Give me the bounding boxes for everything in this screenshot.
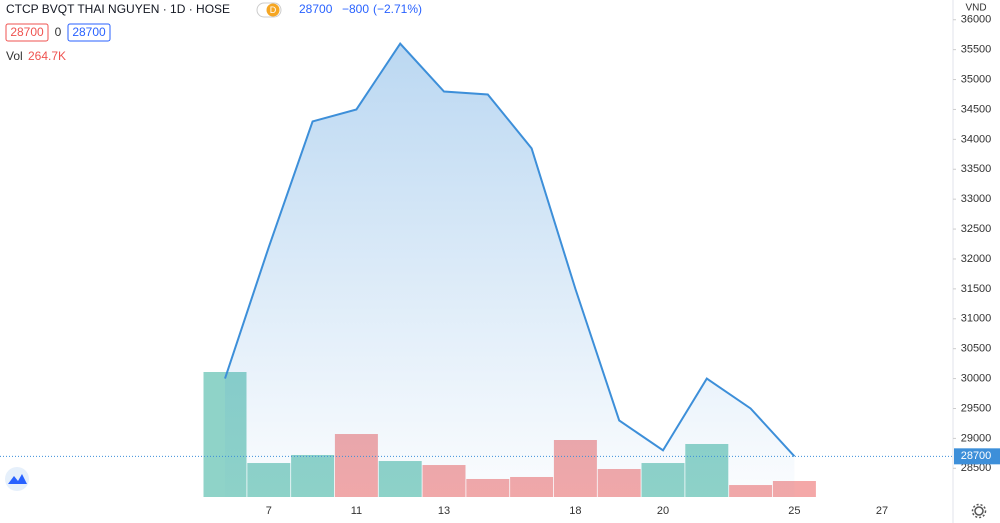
y-tick-label: 29500 [961,402,992,414]
y-tick-label: 33000 [961,193,992,205]
last-price: 28700 [299,2,333,16]
x-tick-label: 18 [569,505,581,517]
volume-legend-name: Vol [6,49,23,63]
y-tick-label: 29000 [961,432,992,444]
y-tick-label: 35500 [961,44,992,56]
logo[interactable] [5,467,29,491]
y-tick-label: 32500 [961,223,992,235]
y-tick-label: 36000 [961,14,992,26]
badge: D [270,5,277,15]
y-tick-label: 31000 [961,313,992,325]
last-price-tag: 28700 [961,450,992,462]
line [224,42,796,458]
badge-frame [256,2,282,18]
y-tick-label: 30000 [961,372,992,384]
settings-icon[interactable] [971,503,987,519]
y-tick-label: 30500 [961,343,992,355]
ask-box [67,23,111,42]
change-pct: (−2.71%) [373,2,422,16]
change: −800 [342,2,369,16]
y-tick-label: 31500 [961,283,992,295]
last-price-tag-bg [954,448,1000,465]
spread: 0 [55,25,62,39]
chart-title: CTCP BVQT THAI NGUYEN · 1D · HOSE [6,2,230,16]
volume-legend-value: 264.7K [28,49,66,63]
x-tick-label: 27 [876,505,888,517]
x-tick-label: 7 [266,505,272,517]
ask: 28700 [72,25,106,39]
x-tick-label: 13 [438,505,450,517]
y-tick-label: 32000 [961,253,992,265]
x-tick-label: 11 [351,505,362,517]
y-tick-label: 35000 [961,73,992,85]
bid: 28700 [10,25,44,39]
y-tick-label: 28500 [961,462,992,474]
y-tick-label: 34500 [961,103,992,115]
badge-bg [266,3,280,17]
area [225,43,795,497]
bid-box [5,23,49,42]
x-tick-label: 20 [657,505,669,517]
y-tick-label: 33500 [961,163,992,175]
plot-area [203,42,816,497]
y-tick-label: 34000 [961,133,992,145]
currency: VND [965,3,986,14]
x-tick-label: 25 [788,505,800,517]
